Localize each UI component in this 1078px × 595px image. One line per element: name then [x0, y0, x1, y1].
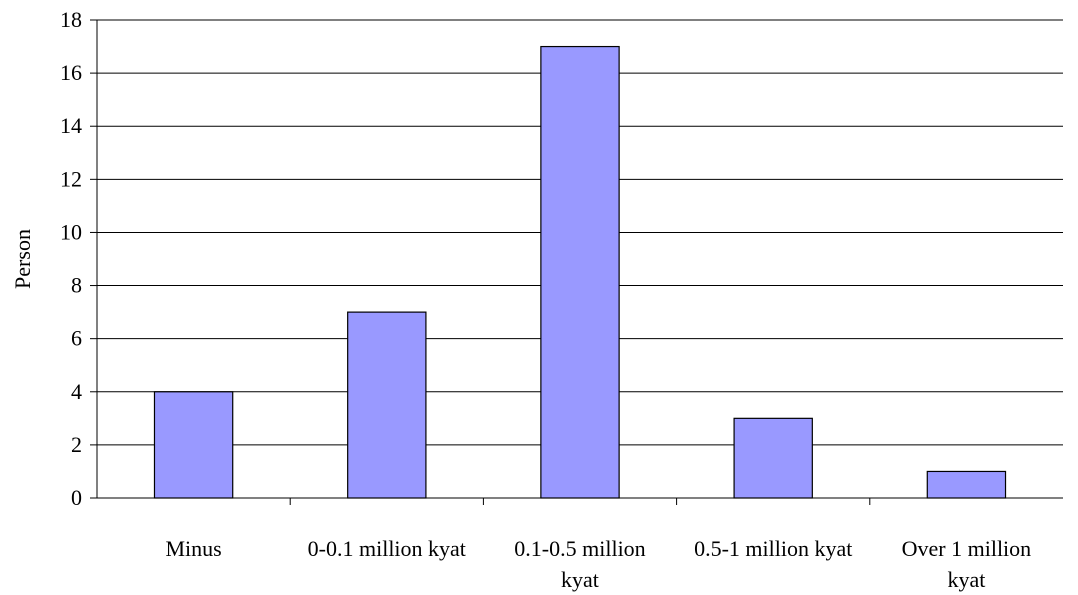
y-tick-label: 12 — [60, 166, 82, 191]
x-tick-labels: Minus 0-0.1 million kyat 0.1-0.5 million ky… — [165, 536, 1031, 592]
x-tick-label-line: Over 1 million — [902, 536, 1032, 561]
bar — [926, 470, 1007, 499]
x-tick-label: Over 1 million kyat — [902, 536, 1032, 592]
x-tick-label: 0-0.1 million kyat — [308, 536, 466, 561]
x-tick-label-line: Minus — [165, 536, 221, 561]
x-tick-label-line: 0-0.1 million kyat — [308, 536, 466, 561]
y-tick-label: 2 — [71, 432, 82, 457]
x-tick-label: 0.5-1 million kyat — [694, 536, 852, 561]
y-tick-label: 4 — [71, 379, 82, 404]
y-tick-labels: 0 2 4 6 8 10 12 14 16 18 — [60, 7, 82, 510]
y-tick-label: 10 — [60, 219, 82, 244]
x-tick-label: Minus — [165, 536, 221, 561]
y-tick-label: 18 — [60, 7, 82, 32]
x-tick-label: 0.1-0.5 million kyat — [514, 536, 645, 592]
y-tick-label: 8 — [71, 273, 82, 298]
x-tick-label-line: kyat — [947, 567, 985, 592]
x-tick-label-line: 0.5-1 million kyat — [694, 536, 852, 561]
y-axis-title: Person — [10, 229, 35, 289]
y-tick-label: 16 — [60, 60, 82, 85]
bars — [153, 45, 1007, 499]
y-tick-label: 6 — [71, 326, 82, 351]
bar — [540, 45, 620, 499]
bar — [347, 311, 427, 499]
x-tick-label-line: kyat — [561, 567, 599, 592]
x-tick-label-line: 0.1-0.5 million — [514, 536, 645, 561]
bar — [733, 417, 813, 499]
y-tick-label: 0 — [71, 485, 82, 510]
y-tick-label: 14 — [60, 113, 82, 138]
axes — [90, 19, 1063, 505]
bar — [153, 391, 234, 499]
